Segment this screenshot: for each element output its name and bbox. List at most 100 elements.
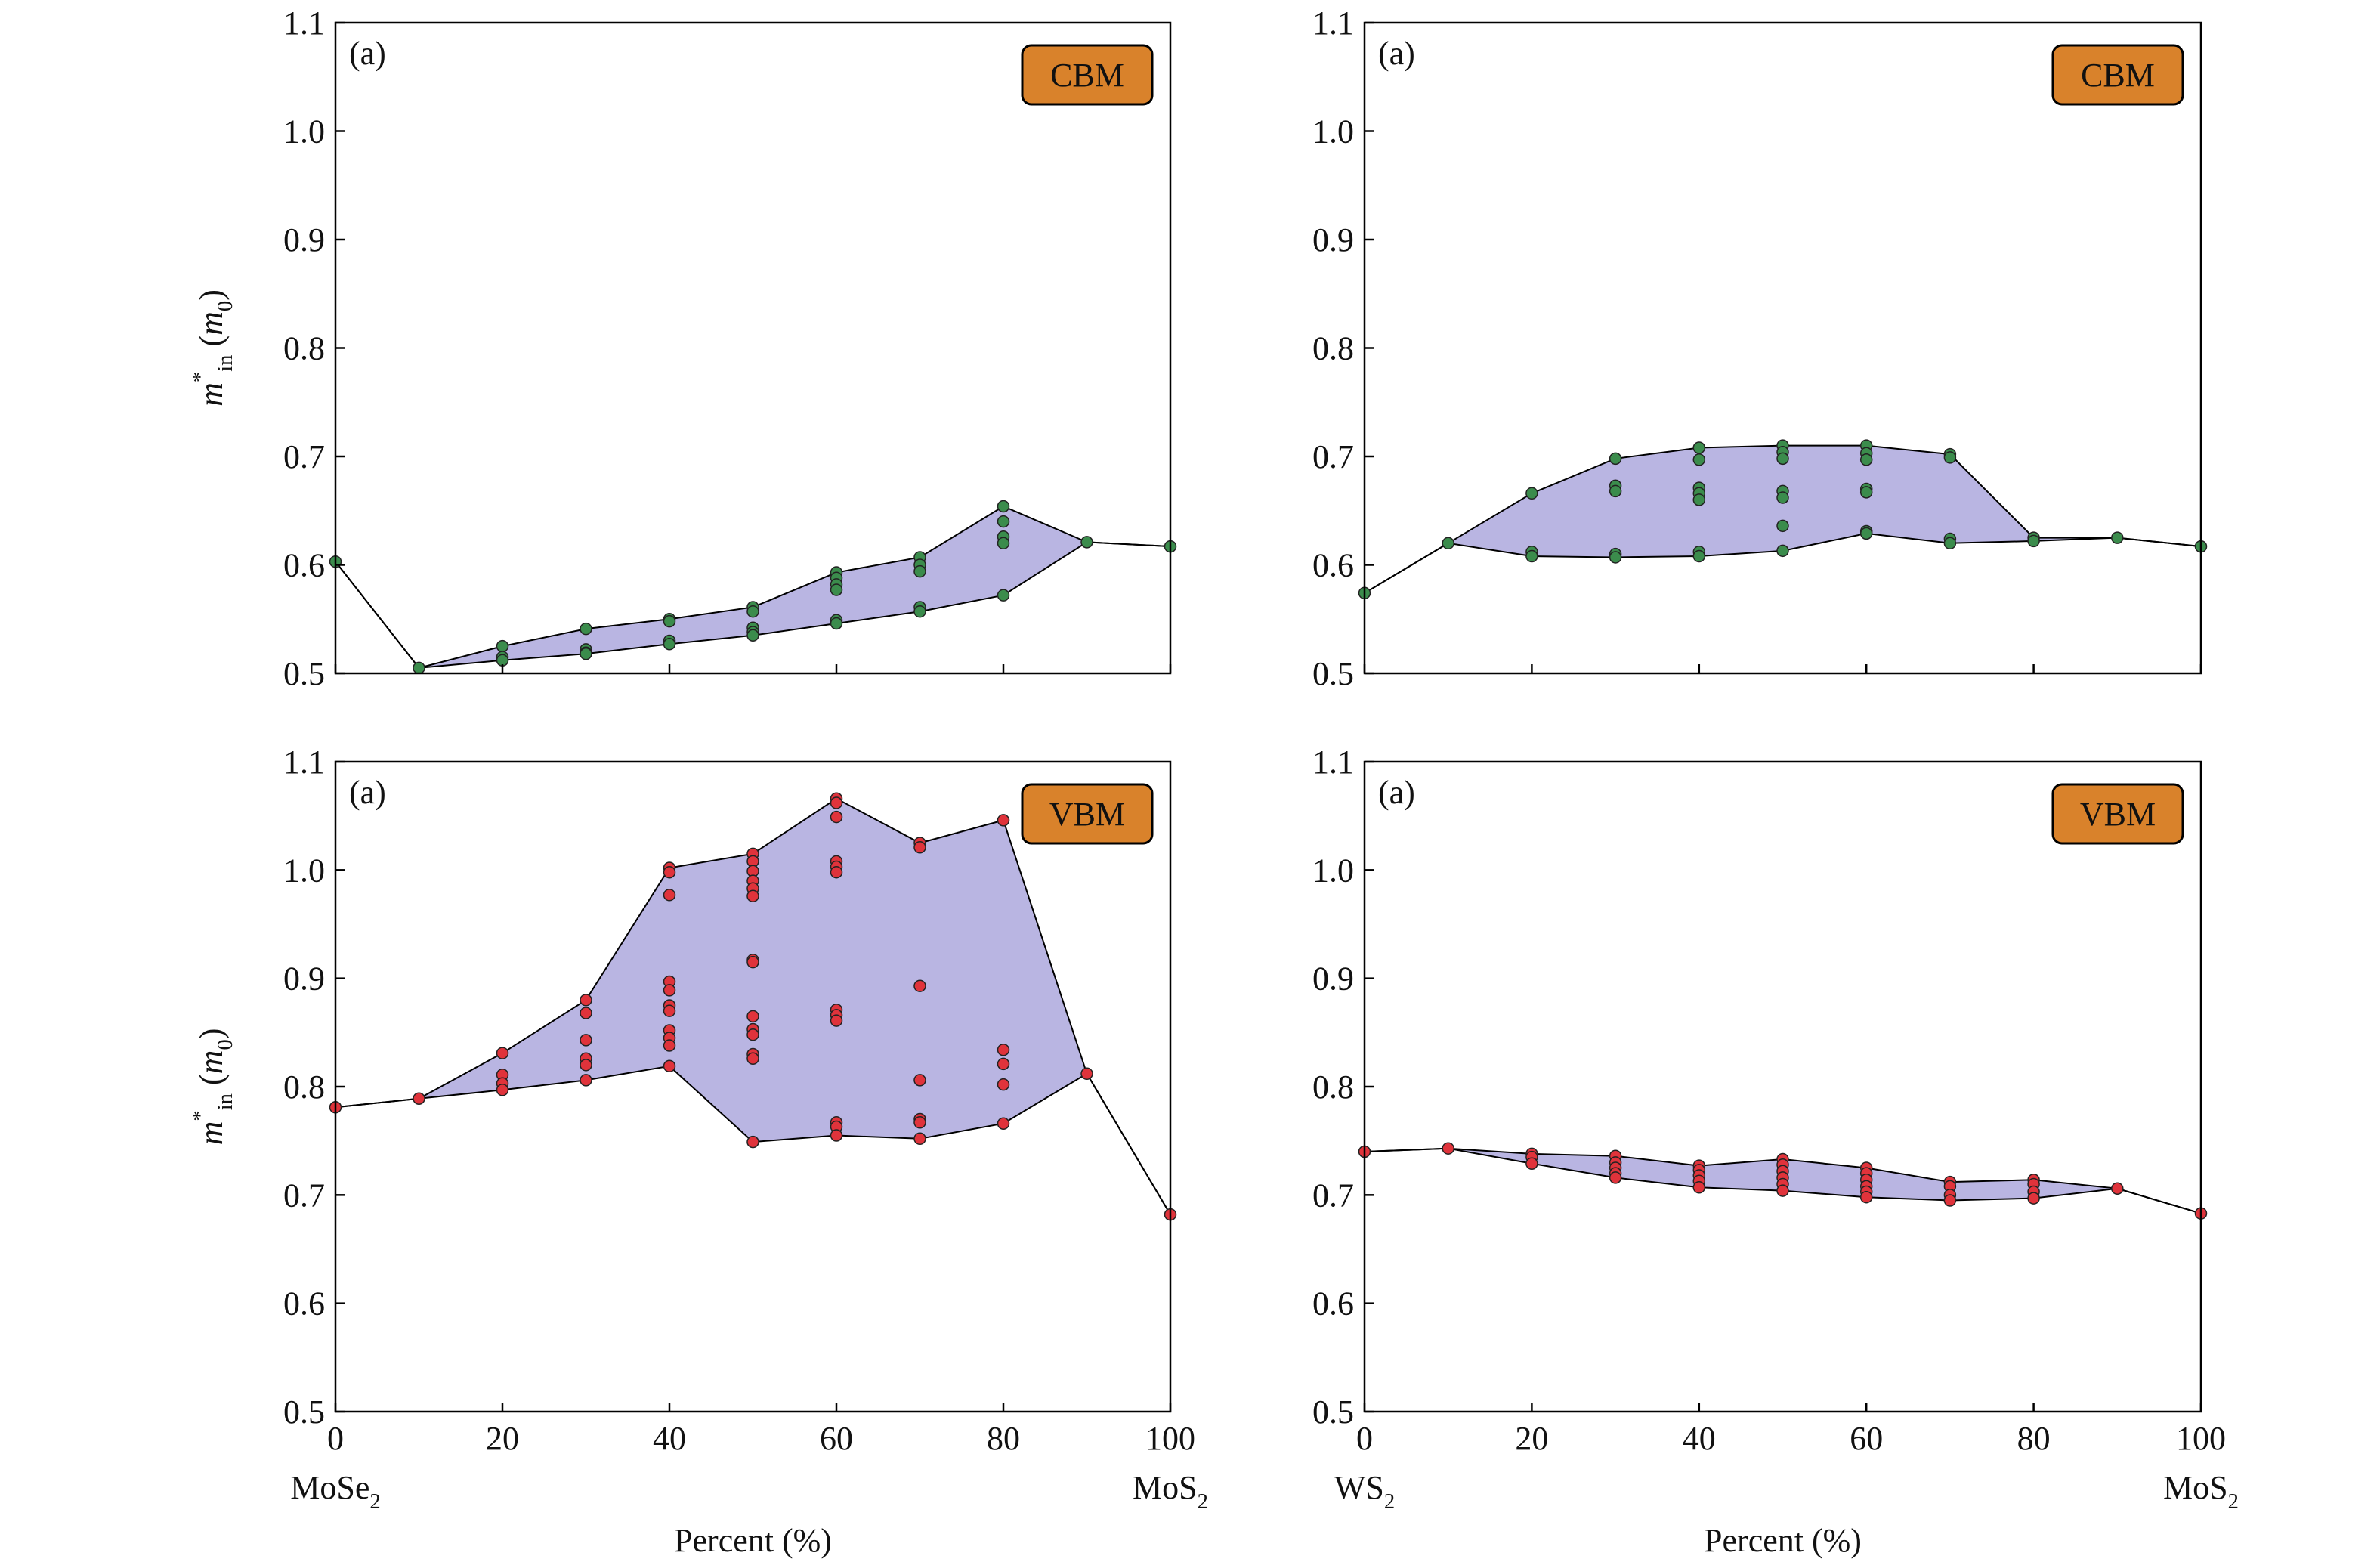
y-tick-label: 0.9 (1312, 960, 1354, 998)
data-point (913, 840, 926, 854)
x-tick-label: 100 (2176, 1420, 2226, 1457)
x-tick-label: 40 (1683, 1420, 1716, 1457)
y-tick-label: 0.9 (1312, 221, 1354, 258)
y-tick-label: 0.5 (283, 655, 325, 692)
badge-box (2051, 44, 2184, 106)
data-point (997, 1044, 1010, 1056)
panel-label: (a) (1378, 774, 1415, 811)
data-point (913, 1132, 926, 1146)
data-point (830, 1014, 843, 1027)
data-point (1080, 1067, 1093, 1081)
data-point (1442, 1142, 1454, 1155)
data-point (2111, 531, 2124, 544)
y-tick-label: 0.7 (1312, 438, 1354, 475)
data-point (580, 1059, 592, 1072)
data-point (997, 589, 1010, 602)
data-point (1859, 453, 1873, 466)
data-point (830, 617, 843, 630)
data-point (997, 1057, 1010, 1071)
data-point (913, 605, 926, 618)
label-part: MoS (1133, 1469, 1198, 1506)
data-point (580, 647, 592, 660)
data-point (580, 1074, 592, 1087)
data-point (1609, 551, 1622, 564)
data-point (663, 1004, 676, 1017)
panel-label: (a) (349, 774, 386, 811)
data-point (830, 810, 843, 824)
label-part: m (193, 382, 230, 407)
data-point (1692, 453, 1706, 466)
label-part: ( (193, 1074, 230, 1093)
y-tick-label: 0.8 (283, 1069, 325, 1106)
data-point (663, 614, 676, 628)
badge-box (1021, 44, 1154, 106)
data-point (1776, 544, 1789, 558)
data-point (663, 1059, 676, 1073)
data-point (997, 515, 1010, 528)
label-part: in (214, 1093, 237, 1110)
x-axis-title: Percent (%) (674, 1522, 832, 1559)
x-tick-label: 0 (327, 1420, 344, 1457)
data-point (663, 638, 676, 651)
y-tick-label: 0.6 (283, 547, 325, 584)
y-tick-label: 0.5 (1312, 1393, 1354, 1431)
x-end-label: WS2 (1334, 1469, 1395, 1514)
data-point (830, 583, 843, 596)
y-tick-label: 0.5 (283, 1393, 325, 1431)
label-part: m (193, 311, 230, 336)
y-tick-label: 1.1 (1312, 5, 1354, 42)
panel-label: (a) (349, 35, 386, 72)
data-point (913, 564, 926, 578)
envelope-fill (335, 506, 1170, 668)
label-part: WS (1334, 1469, 1384, 1506)
data-point (1442, 537, 1454, 550)
data-point (663, 865, 676, 879)
data-point (830, 1129, 843, 1142)
data-point (1609, 1171, 1622, 1184)
data-point (663, 1039, 676, 1052)
data-point (413, 1092, 425, 1106)
data-point (997, 537, 1010, 550)
label-part: 0 (214, 301, 237, 311)
data-point (1692, 493, 1706, 506)
data-point (413, 661, 425, 675)
data-point (1776, 519, 1789, 533)
data-point (580, 1034, 592, 1047)
x-tick-label: 40 (653, 1420, 686, 1457)
x-tick-label: 80 (987, 1420, 1020, 1457)
label-part: ) (193, 1028, 230, 1040)
label-part: m (193, 1121, 230, 1146)
data-point (2027, 1192, 2040, 1205)
y-tick-label: 1.0 (283, 113, 325, 150)
badge-box (2051, 783, 2184, 845)
data-point (1692, 549, 1706, 563)
data-point (2111, 1182, 2124, 1195)
data-point (830, 865, 843, 879)
x-tick-label: 60 (1850, 1420, 1883, 1457)
data-point (1776, 1184, 1789, 1197)
label-part: 2 (2228, 1490, 2239, 1514)
y-tick-label: 0.6 (1312, 547, 1354, 584)
y-tick-label: 0.8 (1312, 330, 1354, 367)
y-tick-label: 0.7 (283, 1177, 325, 1214)
y-axis-title: m*in (m0) (189, 1028, 237, 1146)
data-point (997, 1078, 1010, 1091)
badge-label: CBM (2081, 57, 2155, 94)
data-point (1525, 549, 1538, 563)
y-tick-label: 0.7 (1312, 1177, 1354, 1214)
label-part: in (214, 355, 237, 372)
x-axis-title: Percent (%) (1704, 1522, 1862, 1559)
y-tick-label: 0.5 (1312, 655, 1354, 692)
panel-label: (a) (1378, 35, 1415, 72)
y-tick-label: 1.1 (283, 744, 325, 781)
badge-box (1021, 783, 1154, 845)
plot-frame (334, 21, 1172, 675)
label-part: 0 (214, 1039, 237, 1050)
data-point (746, 1010, 759, 1023)
x-end-label: MoS2 (2163, 1469, 2239, 1514)
label-part: MoS (2163, 1469, 2228, 1506)
x-tick-label: 60 (820, 1420, 853, 1457)
y-tick-label: 1.1 (1312, 744, 1354, 781)
data-point (496, 1084, 509, 1096)
data-point (580, 622, 592, 636)
